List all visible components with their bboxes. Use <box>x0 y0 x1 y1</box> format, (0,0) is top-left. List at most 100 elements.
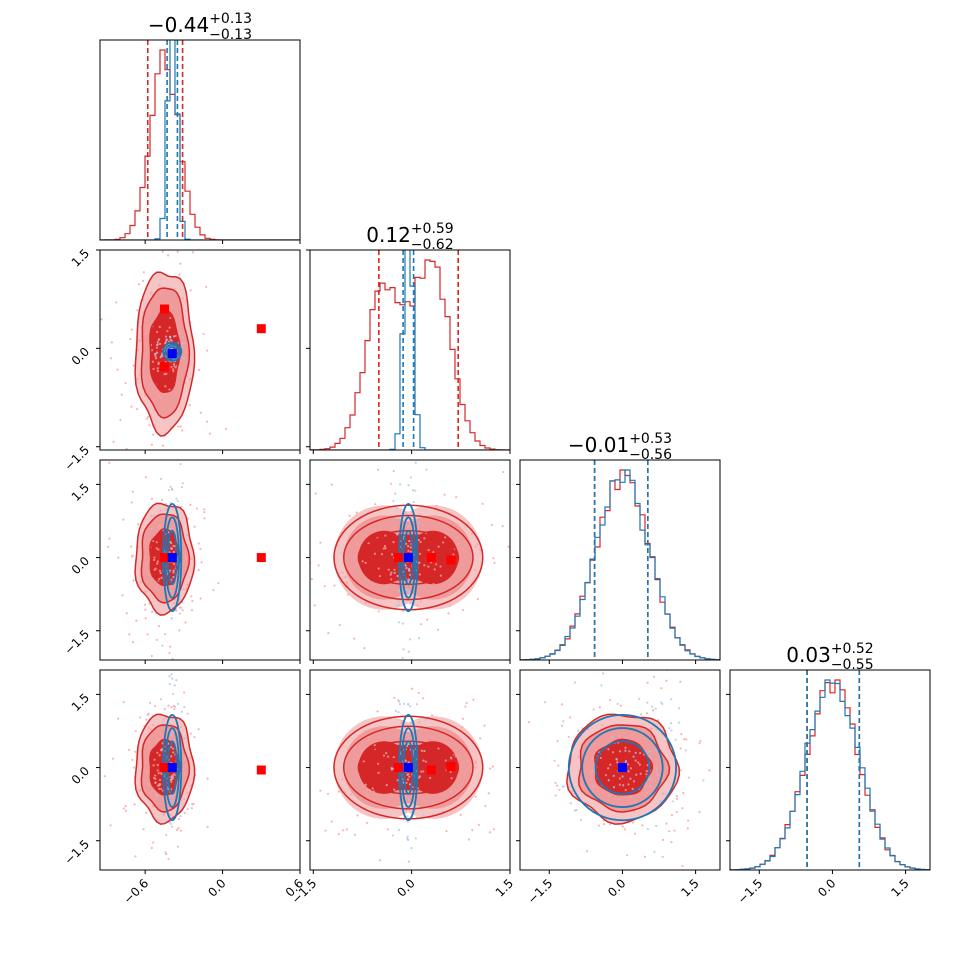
blue-sample-point <box>396 604 399 607</box>
red-sample-point <box>173 365 176 368</box>
red-sample-point <box>629 767 633 770</box>
red-sample-point <box>152 558 156 562</box>
red-sample-point <box>419 623 423 626</box>
red-sample-point <box>604 774 608 777</box>
red-sample-point <box>368 789 372 792</box>
red-sample-point <box>637 664 639 666</box>
blue-sample-point <box>169 485 172 489</box>
red-sample-point <box>191 803 194 806</box>
red-sample-point <box>356 814 359 817</box>
red-sample-point <box>183 691 186 694</box>
red-sample-point <box>608 795 611 798</box>
red-sample-point <box>186 583 189 587</box>
red-sample-point <box>327 632 330 635</box>
red-sample-point <box>601 672 605 675</box>
axes-layer <box>96 39 931 874</box>
red-sample-point <box>641 824 644 827</box>
blue-sample-point <box>161 742 164 745</box>
red-sample-point <box>425 873 427 875</box>
red-sample-point <box>191 251 195 254</box>
blue-sample-point <box>168 682 171 686</box>
red-sample-point <box>170 825 174 828</box>
red-sample-point <box>170 745 173 749</box>
blue-sample-point <box>421 814 425 817</box>
blue-sample-point <box>404 512 408 515</box>
red-marker <box>446 555 456 565</box>
red-sample-point <box>206 349 209 352</box>
red-sample-point <box>170 780 173 783</box>
red-sample-point <box>617 798 621 801</box>
red-sample-point <box>148 585 151 588</box>
red-sample-point <box>589 784 592 787</box>
red-sample-point <box>155 638 158 642</box>
blue-sample-point <box>172 575 175 579</box>
red-sample-point <box>491 765 495 768</box>
panel-frame <box>99 249 301 451</box>
blue-sample-point <box>407 838 410 841</box>
red-sample-point <box>154 357 158 360</box>
red-sample-point <box>145 771 148 774</box>
red-sample-point <box>175 828 179 832</box>
blue-sample-point <box>425 468 428 471</box>
red-sample-point <box>472 698 475 701</box>
red-sample-point <box>167 857 170 861</box>
red-sample-point <box>190 807 193 810</box>
red-marker <box>256 553 266 563</box>
red-marker <box>446 762 456 772</box>
red-sample-point <box>157 394 160 397</box>
red-sample-point <box>169 645 172 648</box>
blue-sample-point <box>172 692 175 696</box>
red-sample-point <box>241 512 243 514</box>
red-sample-point <box>173 708 176 711</box>
red-sample-point <box>163 707 166 711</box>
x-tick-label: −1.5 <box>525 876 556 907</box>
red-sample-point <box>125 447 128 450</box>
red-sample-point <box>176 250 179 253</box>
red-sample-point <box>199 787 201 789</box>
red-sample-point <box>608 699 612 702</box>
red-sample-point <box>512 752 514 754</box>
red-sample-point <box>665 822 668 825</box>
red-sample-point <box>183 772 186 775</box>
blue-sample-point <box>407 798 410 801</box>
blue-sample-point <box>648 778 651 781</box>
red-sample-point <box>150 514 153 517</box>
blue-sample-point <box>178 606 181 609</box>
red-sample-point <box>164 340 168 343</box>
red-sample-point <box>392 755 395 759</box>
blue-sample-point <box>391 834 395 837</box>
blue-sample-point <box>405 542 408 545</box>
red-sample-point <box>261 729 263 731</box>
blue-sample-point <box>156 343 159 346</box>
red-sample-point <box>360 750 363 753</box>
red-sample-point <box>144 590 147 593</box>
blue-sample-point <box>407 484 410 487</box>
red-sample-point <box>464 705 467 708</box>
red-density-contour <box>140 724 191 813</box>
red-sample-point <box>598 706 602 709</box>
red-sample-point <box>156 763 159 767</box>
red-sample-point <box>154 777 157 780</box>
red-sample-point <box>382 547 385 550</box>
red-sample-point <box>197 368 201 372</box>
red-sample-point <box>165 800 169 803</box>
red-sample-point <box>132 579 135 582</box>
red-sample-point <box>455 749 458 752</box>
red-sample-point <box>159 292 162 295</box>
blue-sample-point <box>409 476 412 479</box>
red-density-contour <box>140 287 191 419</box>
red-sample-point <box>183 755 186 758</box>
blue-sample-point <box>653 850 656 854</box>
red-sample-point <box>172 550 176 554</box>
blue-sample-point <box>155 795 159 798</box>
red-sample-point <box>143 767 146 770</box>
blue-sample-point <box>720 788 722 790</box>
red-sample-point <box>359 588 362 591</box>
blue-sample-point <box>164 851 167 854</box>
red-sample-point <box>448 605 451 608</box>
red-sample-point <box>490 523 493 527</box>
red-sample-point <box>392 541 395 544</box>
blue-sample-point <box>608 823 612 826</box>
red-sample-point <box>380 553 384 556</box>
red-sample-point <box>156 730 159 733</box>
